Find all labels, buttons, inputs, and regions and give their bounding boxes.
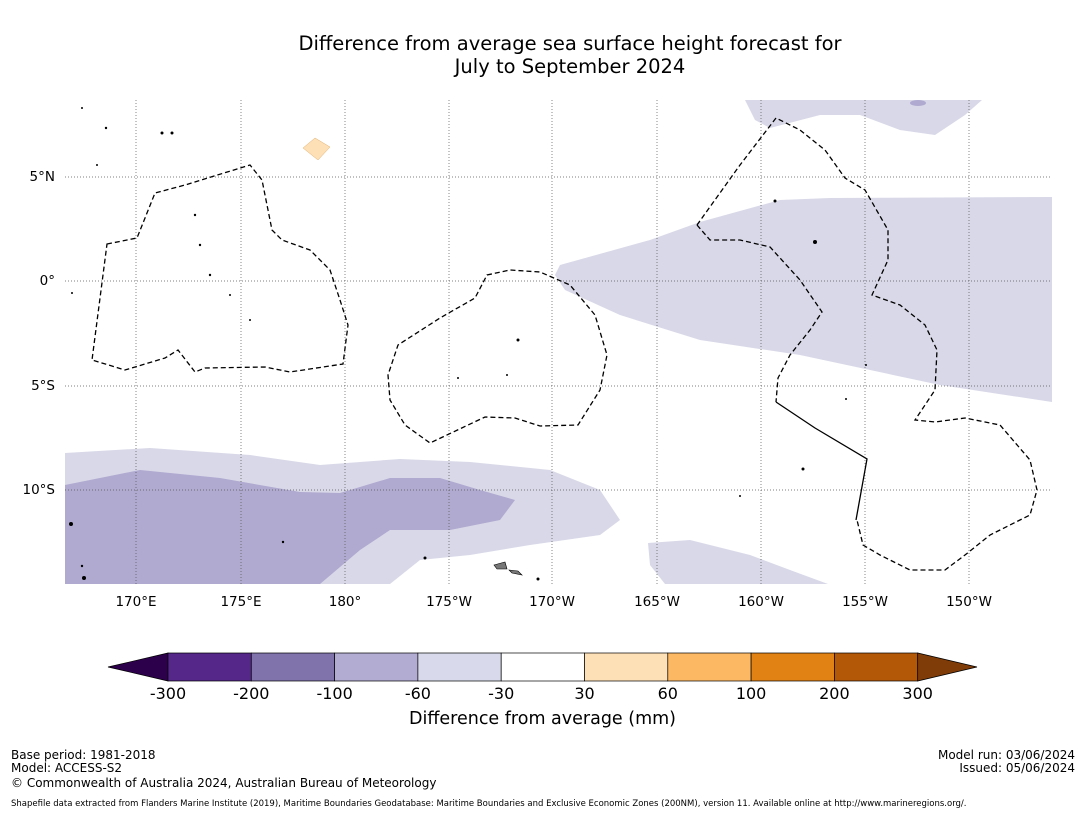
map-title-line2: July to September 2024 [454, 55, 686, 78]
islands [69, 107, 867, 581]
colorbar-tick-label: 30 [574, 684, 595, 703]
boundary-solid [775, 401, 868, 521]
anomaly-region-south-center [648, 540, 828, 584]
colorbar-segment [334, 652, 419, 682]
copyright: © Commonwealth of Australia 2024, Austra… [11, 776, 437, 790]
colorbar-segment [417, 652, 502, 682]
lon-label: 155°W [842, 594, 888, 610]
lat-label: 5°S [31, 378, 55, 394]
colorbar-title: Difference from average (mm) [408, 709, 677, 729]
island-samoa [493, 561, 508, 570]
colorbar-tick-label: 300 [902, 684, 933, 703]
lon-label: 160°W [738, 594, 784, 610]
issued-date: Issued: 05/06/2024 [959, 761, 1075, 775]
lat-label: 10°S [22, 482, 56, 498]
colorbar-tick-label: 200 [819, 684, 850, 703]
gridlines [65, 100, 1052, 584]
anomaly-region-north [745, 100, 982, 135]
colorbar-tick-label: -200 [233, 684, 270, 703]
anomaly-region-east-band [555, 197, 1052, 402]
shapefile-note: Shapefile data extracted from Flanders M… [11, 799, 967, 809]
model-name: Model: ACCESS-S2 [11, 761, 123, 775]
colorbar-tick-label: 100 [735, 684, 767, 703]
colorbar-segment [834, 652, 919, 682]
island-samoa-2 [508, 569, 523, 576]
map-panel [65, 100, 1052, 584]
colorbar-tick-label: -30 [488, 684, 515, 703]
anomaly-region-positive [302, 137, 331, 161]
colorbar-extend-high [917, 652, 978, 682]
lat-label: 5°N [29, 169, 55, 185]
lon-label: 180° [328, 594, 362, 610]
colorbar-segment [584, 652, 669, 682]
colorbar-extend-low [107, 652, 169, 682]
eez-boundaries [91, 117, 1038, 571]
anomaly-region-southwest-medium [65, 470, 515, 584]
lon-label: 175°E [220, 594, 262, 610]
colorbar-segment [500, 652, 585, 682]
colorbar-segment [167, 652, 252, 682]
lon-label: 150°W [946, 594, 992, 610]
colorbar-segment [750, 652, 835, 682]
base-period: Base period: 1981-2018 [11, 748, 156, 762]
lon-label: 175°W [426, 594, 472, 610]
anomaly-region-north-small [910, 100, 926, 106]
lon-label: 165°W [634, 594, 680, 610]
colorbar-tick-label: -100 [316, 684, 353, 703]
map-title-line1: Difference from average sea surface heig… [298, 32, 842, 55]
lat-label: 0° [39, 273, 55, 289]
colorbar-tick-label: 60 [657, 684, 678, 703]
footer-right: Model run: 03/06/2024 Issued: 05/06/2024 [938, 749, 1075, 775]
lon-label: 170°E [115, 594, 157, 610]
colorbar [107, 652, 978, 682]
colorbar-segment [250, 652, 335, 682]
model-run: Model run: 03/06/2024 [937, 748, 1075, 762]
colorbar-segment [667, 652, 752, 682]
footer-left: Base period: 1981-2018 Model: ACCESS-S2 … [11, 749, 436, 790]
colorbar-tick-label: -60 [404, 684, 431, 703]
colorbar-tick-label: -300 [149, 684, 187, 703]
lon-label: 170°W [529, 594, 575, 610]
